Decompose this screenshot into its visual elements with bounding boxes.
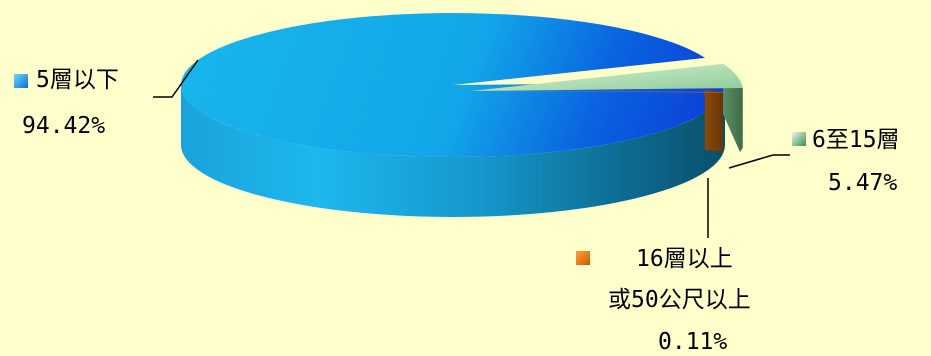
pie-slice-2-side xyxy=(704,89,723,152)
legend-marker-slice-0 xyxy=(14,74,28,88)
pie-slice-0 xyxy=(181,12,725,157)
pie-group xyxy=(181,12,743,217)
slice-2-value: 0.11% xyxy=(658,329,727,355)
leader-line-slice-1 xyxy=(728,154,790,169)
legend-marker-slice-1 xyxy=(792,132,806,146)
slice-1-value: 5.47% xyxy=(828,170,897,196)
pie-slice-1 xyxy=(471,63,743,91)
leader-line-slice-0 xyxy=(153,59,199,98)
pie-slice-0-side xyxy=(181,85,725,217)
slice-0-value: 94.42% xyxy=(22,113,105,139)
slice-2-name-line1: 16層以上 xyxy=(636,246,733,272)
slice-1-name: 6至15層 xyxy=(812,127,900,153)
slice-2-name-line2: 或50公尺以上 xyxy=(608,287,751,313)
slice-0-name: 5層以下 xyxy=(36,67,119,93)
pie-slice-2 xyxy=(471,91,723,93)
legend-marker-slice-2 xyxy=(576,251,590,265)
